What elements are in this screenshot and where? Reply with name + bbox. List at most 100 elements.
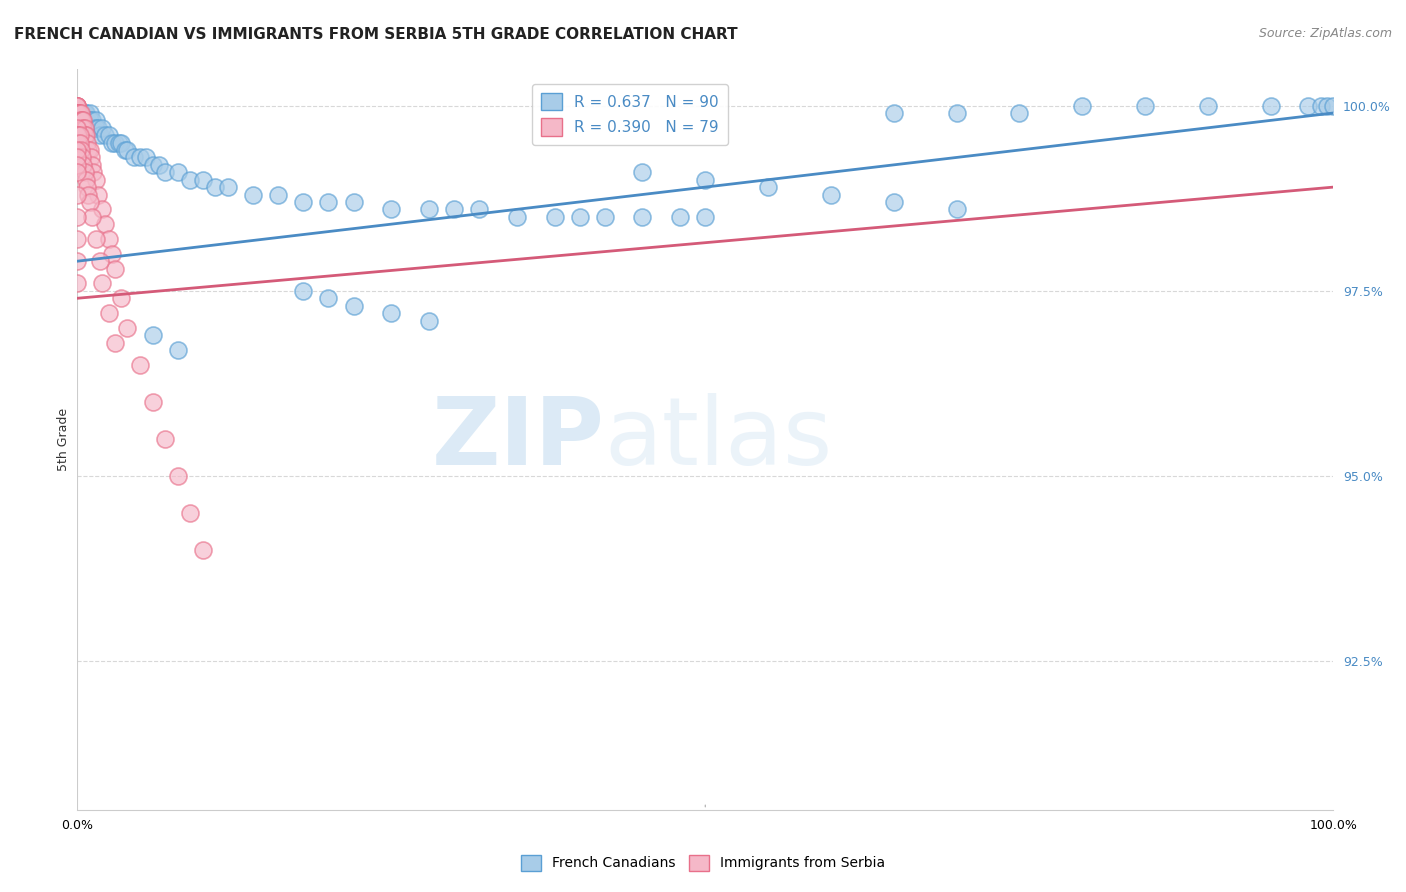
Point <box>110 291 132 305</box>
Point <box>66 254 89 268</box>
Point <box>72 120 94 135</box>
Point <box>84 172 107 186</box>
Point <box>67 120 90 135</box>
Point <box>179 172 201 186</box>
Point <box>117 143 139 157</box>
Point <box>67 113 90 128</box>
Point <box>70 113 93 128</box>
Point <box>1197 98 1219 112</box>
Point <box>70 151 93 165</box>
Point <box>91 202 114 217</box>
Point <box>135 151 157 165</box>
Point <box>66 98 89 112</box>
Point <box>66 113 89 128</box>
Point <box>70 106 93 120</box>
Point <box>342 194 364 209</box>
Point <box>66 120 89 135</box>
Point <box>756 180 779 194</box>
Point <box>70 120 93 135</box>
Point <box>66 143 89 157</box>
Point <box>73 106 96 120</box>
Point <box>66 106 89 120</box>
Point <box>79 143 101 157</box>
Point <box>166 469 188 483</box>
Point <box>593 210 616 224</box>
Point <box>87 120 110 135</box>
Point <box>443 202 465 217</box>
Point <box>166 165 188 179</box>
Point <box>77 187 100 202</box>
Point <box>79 120 101 135</box>
Point <box>141 158 163 172</box>
Text: atlas: atlas <box>605 393 832 485</box>
Point <box>179 506 201 520</box>
Point <box>72 158 94 172</box>
Point <box>67 128 90 143</box>
Legend: French Canadians, Immigrants from Serbia: French Canadians, Immigrants from Serbia <box>516 849 890 876</box>
Point <box>66 110 89 124</box>
Point <box>318 291 340 305</box>
Point <box>69 106 91 120</box>
Point <box>1316 98 1339 112</box>
Point <box>67 120 90 135</box>
Point <box>695 210 717 224</box>
Point <box>543 210 565 224</box>
Point <box>66 113 89 128</box>
Point <box>66 187 89 202</box>
Point <box>101 136 124 150</box>
Point <box>66 98 89 112</box>
Point <box>82 165 104 179</box>
Point <box>75 106 97 120</box>
Point <box>84 120 107 135</box>
Point <box>89 254 111 268</box>
Point <box>87 187 110 202</box>
Point <box>1008 106 1031 120</box>
Point <box>76 180 98 194</box>
Point <box>122 151 145 165</box>
Point <box>72 113 94 128</box>
Text: Source: ZipAtlas.com: Source: ZipAtlas.com <box>1258 27 1392 40</box>
Point <box>80 151 103 165</box>
Point <box>418 313 440 327</box>
Point <box>70 143 93 157</box>
Point <box>66 210 89 224</box>
Point <box>72 106 94 120</box>
Point <box>204 180 226 194</box>
Point <box>84 232 107 246</box>
Point <box>67 106 90 120</box>
Point <box>76 136 98 150</box>
Point <box>1296 98 1319 112</box>
Point <box>75 172 97 186</box>
Point <box>66 98 89 112</box>
Point <box>69 113 91 128</box>
Point <box>67 113 90 128</box>
Point <box>1133 98 1156 112</box>
Point <box>77 120 100 135</box>
Point <box>66 128 89 143</box>
Point <box>67 106 90 120</box>
Point <box>70 120 93 135</box>
Point <box>79 113 101 128</box>
Point <box>1322 98 1344 112</box>
Point <box>110 136 132 150</box>
Y-axis label: 5th Grade: 5th Grade <box>58 408 70 471</box>
Point <box>70 113 93 128</box>
Point <box>70 106 93 120</box>
Point <box>380 202 402 217</box>
Text: FRENCH CANADIAN VS IMMIGRANTS FROM SERBIA 5TH GRADE CORRELATION CHART: FRENCH CANADIAN VS IMMIGRANTS FROM SERBI… <box>14 27 738 42</box>
Point <box>66 136 89 150</box>
Point <box>66 106 89 120</box>
Point <box>79 106 101 120</box>
Point <box>70 106 93 120</box>
Point <box>318 194 340 209</box>
Point <box>82 113 104 128</box>
Point <box>101 247 124 261</box>
Point <box>69 136 91 150</box>
Point <box>141 328 163 343</box>
Point <box>66 98 89 112</box>
Point <box>129 151 152 165</box>
Point <box>82 120 104 135</box>
Point <box>66 232 89 246</box>
Point <box>418 202 440 217</box>
Point <box>820 187 842 202</box>
